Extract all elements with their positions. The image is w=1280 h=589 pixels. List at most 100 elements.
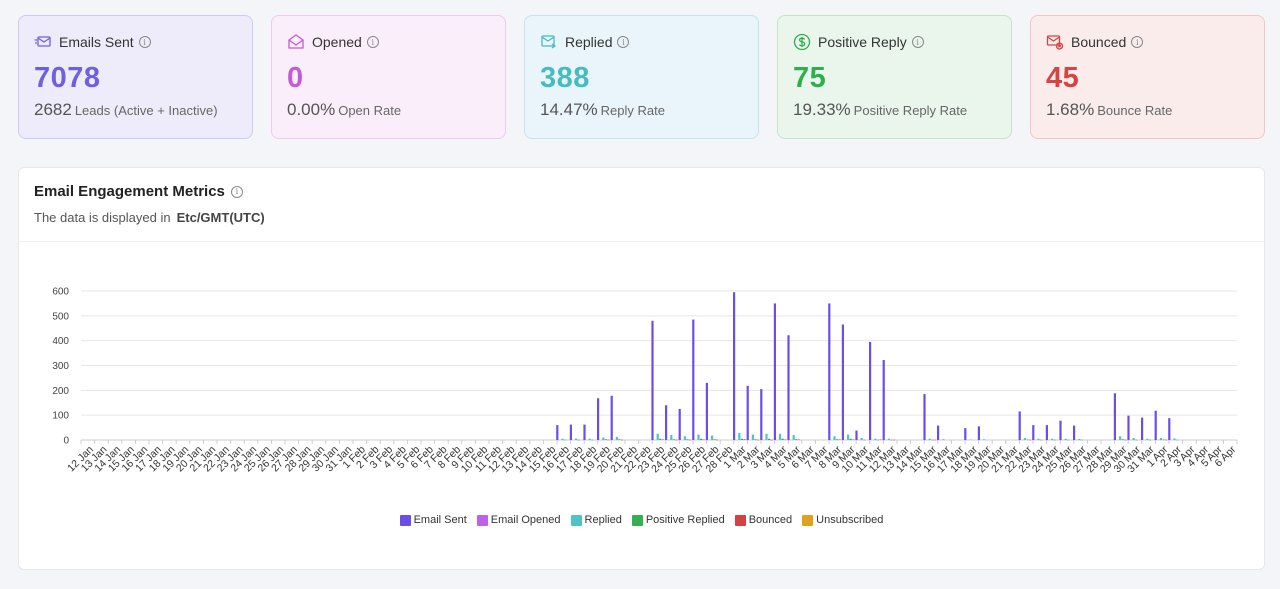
envelope-send-icon bbox=[34, 33, 52, 51]
legend-item[interactable]: Bounced bbox=[734, 514, 792, 526]
bar bbox=[792, 435, 795, 440]
bar bbox=[610, 395, 613, 440]
bar bbox=[937, 425, 940, 440]
bar bbox=[1148, 439, 1151, 441]
legend-item[interactable]: Unsubscribed bbox=[802, 514, 883, 526]
card-subtext: 14.47% Reply Rate bbox=[540, 100, 743, 120]
bar bbox=[738, 433, 741, 440]
bar bbox=[797, 439, 800, 441]
bar bbox=[893, 439, 896, 441]
bar bbox=[1141, 417, 1144, 440]
card-value: 75 bbox=[793, 62, 827, 94]
card-positive-reply[interactable]: Positive Reply i 75 19.33% Positive Reply… bbox=[777, 15, 1012, 139]
bar bbox=[564, 439, 567, 441]
card-emails-sent[interactable]: Emails Sent i 7078 2682 Leads (Active + I… bbox=[18, 15, 253, 139]
card-sub-label: Reply Rate bbox=[600, 103, 665, 118]
info-icon[interactable]: i bbox=[1131, 36, 1144, 48]
bar bbox=[964, 428, 967, 440]
bar bbox=[621, 439, 624, 441]
reply-envelope-icon bbox=[540, 33, 558, 51]
bar bbox=[1059, 420, 1062, 440]
y-tick-label: 600 bbox=[52, 287, 69, 298]
info-icon[interactable]: i bbox=[366, 36, 379, 48]
info-icon[interactable]: i bbox=[617, 36, 630, 48]
legend-swatch bbox=[631, 514, 643, 526]
bar bbox=[1119, 436, 1122, 440]
bar bbox=[740, 438, 743, 440]
info-icon[interactable]: i bbox=[911, 36, 924, 48]
y-tick-label: 500 bbox=[52, 311, 69, 322]
bar bbox=[675, 439, 678, 441]
bounce-envelope-icon bbox=[1046, 33, 1064, 51]
bar bbox=[1051, 438, 1054, 440]
legend-label: Positive Replied bbox=[645, 514, 725, 526]
bar bbox=[942, 439, 945, 440]
bar bbox=[882, 360, 885, 440]
bar bbox=[1132, 438, 1135, 440]
bar bbox=[683, 436, 686, 440]
bar bbox=[689, 439, 692, 441]
engagement-metrics-panel: Email Engagement Metrics i The data is d… bbox=[18, 167, 1265, 570]
bar bbox=[583, 424, 586, 440]
card-value: 7078 bbox=[34, 62, 101, 94]
bar bbox=[1159, 438, 1162, 440]
legend-item[interactable]: Email Sent bbox=[399, 514, 467, 526]
timezone-value: Etc/GMT(UTC) bbox=[176, 210, 265, 225]
bar bbox=[928, 438, 931, 440]
bar bbox=[1078, 439, 1081, 440]
card-value: 388 bbox=[540, 62, 590, 94]
bar bbox=[692, 319, 695, 440]
bar bbox=[591, 439, 594, 441]
bar bbox=[768, 438, 771, 440]
bar bbox=[977, 426, 980, 440]
y-tick-label: 100 bbox=[52, 411, 69, 422]
card-sub-label: Leads (Active + Inactive) bbox=[74, 103, 218, 118]
bar bbox=[670, 435, 673, 440]
card-replied[interactable]: Replied i 388 14.47% Reply Rate bbox=[524, 15, 759, 139]
bar bbox=[1165, 439, 1168, 441]
card-sub-value: 2682 bbox=[34, 100, 72, 119]
panel-title: Email Engagement Metrics i bbox=[34, 183, 1249, 200]
bar bbox=[656, 433, 659, 440]
bar bbox=[618, 439, 621, 440]
bar bbox=[697, 434, 700, 440]
bar bbox=[787, 335, 790, 440]
bar bbox=[705, 382, 708, 440]
bar bbox=[1045, 425, 1048, 440]
bar bbox=[743, 439, 746, 440]
bar bbox=[575, 438, 578, 440]
bar bbox=[702, 439, 705, 441]
bar bbox=[983, 439, 986, 440]
bar bbox=[651, 320, 654, 440]
legend-item[interactable]: Email Opened bbox=[476, 514, 561, 526]
legend-label: Email Opened bbox=[490, 514, 561, 526]
info-icon[interactable]: i bbox=[230, 185, 243, 198]
bar bbox=[711, 435, 714, 440]
legend-item[interactable]: Replied bbox=[570, 514, 622, 526]
card-sub-value: 14.47% bbox=[540, 100, 598, 119]
legend-item[interactable]: Positive Replied bbox=[631, 514, 725, 526]
card-sub-label: Bounce Rate bbox=[1097, 103, 1173, 118]
bar bbox=[661, 439, 664, 441]
summary-cards: Emails Sent i 7078 2682 Leads (Active + I… bbox=[18, 15, 1265, 139]
bar bbox=[779, 433, 782, 440]
timezone-label: The data is displayed in bbox=[34, 210, 171, 225]
bar bbox=[588, 438, 591, 440]
bar bbox=[784, 439, 787, 441]
bar bbox=[1146, 438, 1149, 440]
card-label: Emails Sent bbox=[59, 34, 134, 50]
bar bbox=[933, 439, 936, 441]
legend-swatch bbox=[476, 514, 488, 526]
card-opened[interactable]: Opened i 0 0.00% Open Rate bbox=[271, 15, 506, 139]
card-label: Bounced bbox=[1071, 34, 1127, 50]
bar bbox=[672, 439, 675, 440]
bar bbox=[665, 405, 668, 440]
bar bbox=[757, 439, 760, 441]
info-icon[interactable]: i bbox=[138, 36, 151, 48]
bar bbox=[1121, 439, 1124, 440]
card-bounced[interactable]: Bounced i 45 1.68% Bounce Rate bbox=[1030, 15, 1265, 139]
bar bbox=[659, 438, 662, 440]
bar bbox=[1053, 439, 1056, 441]
card-label: Opened bbox=[312, 34, 362, 50]
bar bbox=[760, 389, 763, 440]
